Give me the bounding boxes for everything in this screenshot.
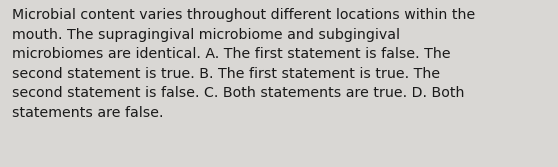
Text: Microbial content varies throughout different locations within the
mouth. The su: Microbial content varies throughout diff… xyxy=(12,8,475,120)
